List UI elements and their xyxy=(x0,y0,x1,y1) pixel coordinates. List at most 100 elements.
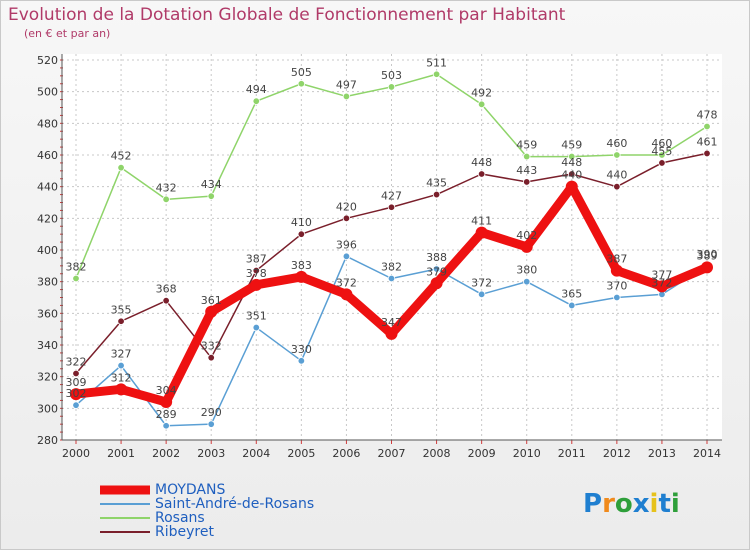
legend-swatch xyxy=(100,517,150,519)
data-label: 388 xyxy=(426,251,447,264)
data-label: 327 xyxy=(111,348,132,361)
x-tick-label: 2007 xyxy=(378,447,406,460)
data-label: 290 xyxy=(201,406,222,419)
data-label: 372 xyxy=(336,276,357,289)
data-label: 332 xyxy=(201,340,222,353)
data-label: 511 xyxy=(426,56,447,69)
y-tick-label: 480 xyxy=(37,117,58,130)
data-point xyxy=(387,274,396,283)
data-label: 372 xyxy=(651,276,672,289)
data-label: 503 xyxy=(381,69,402,82)
legend-label: MOYDANS xyxy=(155,482,226,498)
data-point xyxy=(117,163,125,172)
data-label: 383 xyxy=(291,259,312,272)
data-point xyxy=(385,327,398,340)
data-label: 389 xyxy=(697,249,718,262)
data-label: 435 xyxy=(426,177,447,190)
data-point xyxy=(207,353,215,362)
data-point xyxy=(432,70,441,78)
data-label: 378 xyxy=(246,267,267,280)
data-point xyxy=(565,180,578,193)
logo-letter: i xyxy=(649,489,659,519)
data-point xyxy=(70,388,82,401)
x-tick-label: 2001 xyxy=(107,447,135,460)
y-tick-label: 440 xyxy=(37,181,58,194)
data-label: 443 xyxy=(516,164,537,177)
x-tick-label: 2006 xyxy=(332,447,360,460)
data-point xyxy=(658,159,666,167)
y-tick-label: 460 xyxy=(37,149,58,162)
data-label: 387 xyxy=(606,253,627,266)
data-label: 452 xyxy=(111,150,132,163)
data-point xyxy=(162,195,170,204)
data-point xyxy=(703,149,711,158)
data-label: 382 xyxy=(66,261,87,274)
data-label: 382 xyxy=(381,261,402,274)
legend-label: Rosans xyxy=(155,510,205,526)
data-label: 427 xyxy=(381,189,402,202)
x-tick-label: 2003 xyxy=(197,447,225,460)
data-label: 505 xyxy=(291,66,312,79)
legend-label: Saint-André-de-Rosans xyxy=(155,496,315,512)
x-tick-label: 2009 xyxy=(468,447,496,460)
data-point xyxy=(252,323,260,332)
data-label: 390 xyxy=(697,248,718,261)
data-point xyxy=(523,152,531,161)
data-label: 420 xyxy=(336,200,357,213)
data-point xyxy=(72,401,80,409)
data-point xyxy=(117,317,125,325)
data-point xyxy=(162,422,170,430)
data-point xyxy=(568,170,576,178)
data-point xyxy=(250,278,263,291)
data-point xyxy=(387,203,396,211)
data-label: 448 xyxy=(471,156,492,169)
logo-letter: t xyxy=(658,489,671,519)
data-label: 330 xyxy=(291,343,312,356)
data-label: 347 xyxy=(381,316,402,329)
x-tick-label: 2002 xyxy=(152,447,180,460)
data-point xyxy=(568,152,576,161)
data-point xyxy=(342,214,351,223)
logo-letter: P xyxy=(583,489,603,519)
y-tick-label: 380 xyxy=(37,276,58,289)
x-tick-label: 2011 xyxy=(558,447,586,460)
data-point xyxy=(160,396,173,408)
data-label: 448 xyxy=(561,156,582,169)
data-point xyxy=(477,100,486,109)
y-tick-label: 520 xyxy=(37,54,58,67)
legend-swatch xyxy=(100,503,150,505)
data-label: 379 xyxy=(426,265,447,278)
data-point xyxy=(342,252,351,261)
data-point xyxy=(477,170,486,178)
data-point xyxy=(72,369,80,378)
data-point xyxy=(207,192,215,200)
data-point xyxy=(205,305,218,318)
data-label: 459 xyxy=(516,139,537,152)
data-label: 370 xyxy=(606,280,627,293)
data-point xyxy=(658,151,666,159)
data-point xyxy=(297,230,306,238)
logo-letter: o xyxy=(614,489,633,519)
proxiti-logo: Proxiti xyxy=(583,489,680,519)
y-tick-label: 320 xyxy=(37,371,58,384)
chart-title: Evolution de la Dotation Globale de Fonc… xyxy=(8,5,566,25)
data-point xyxy=(342,92,351,101)
data-point xyxy=(568,301,576,310)
data-point xyxy=(162,296,170,305)
y-tick-label: 280 xyxy=(37,434,58,447)
data-point xyxy=(703,122,711,131)
data-point xyxy=(520,240,533,253)
data-point xyxy=(115,383,128,396)
x-tick-label: 2014 xyxy=(693,447,721,460)
data-label: 351 xyxy=(246,310,267,323)
data-label: 460 xyxy=(606,137,627,150)
data-point xyxy=(475,226,488,239)
data-label: 302 xyxy=(66,387,87,400)
data-label: 361 xyxy=(201,294,222,307)
y-tick-label: 300 xyxy=(37,402,58,415)
data-point xyxy=(610,264,623,277)
data-label: 355 xyxy=(111,303,132,316)
y-tick-label: 340 xyxy=(37,339,58,352)
data-point xyxy=(523,178,531,186)
data-label: 494 xyxy=(246,83,267,96)
